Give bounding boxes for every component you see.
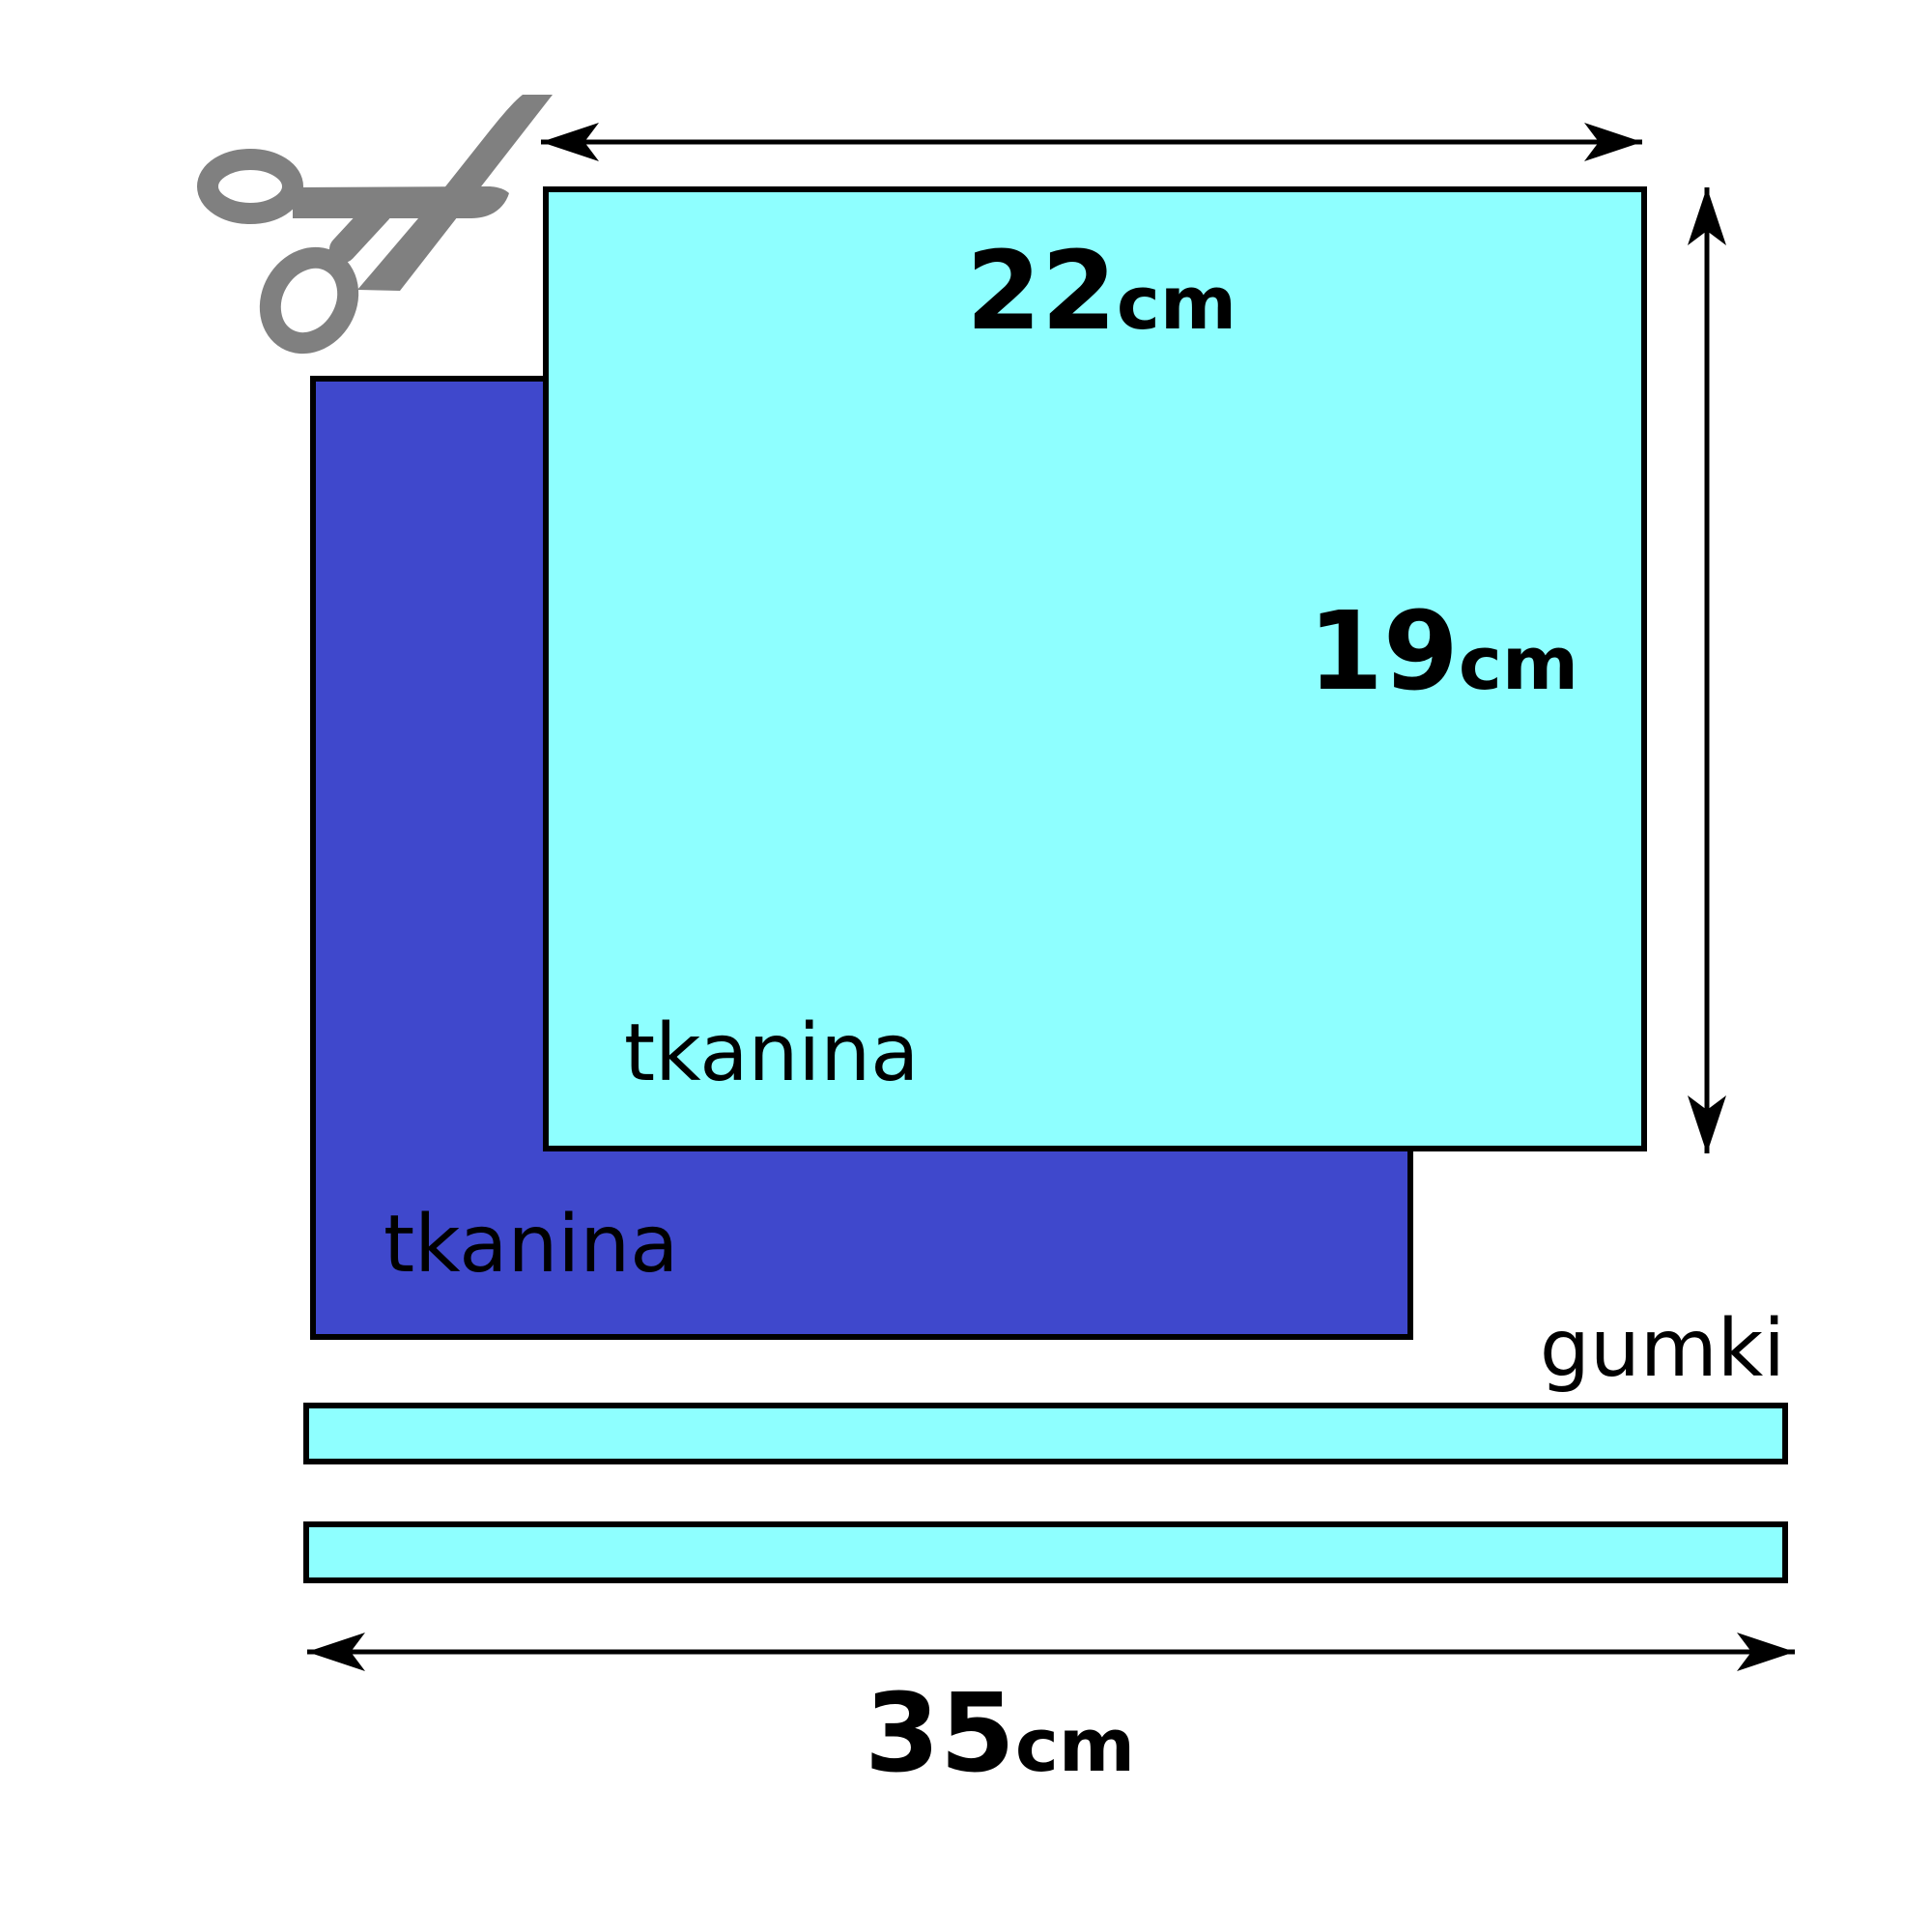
elastic-strip-1 [303,1403,1788,1464]
scissors-handle-left [197,149,303,224]
elastic-label: gumki [1540,1303,1785,1395]
fabric-back-label: tkanina [384,1199,678,1291]
height-label: 19cm [1308,589,1578,715]
width-value: 22 [966,229,1117,355]
scissors-handle-right-connector [329,197,392,263]
scissors-blade-lower [293,186,509,218]
elastic-length-unit: cm [1015,1702,1135,1788]
scissors-handle-right [259,246,359,355]
height-unit: cm [1459,620,1578,706]
fabric-front-label: tkanina [624,1008,919,1099]
elastic-length-value: 35 [865,1671,1015,1797]
height-value: 19 [1308,589,1459,715]
fabric-front-piece [543,186,1647,1151]
scissors-icon [197,95,553,355]
width-label: 22cm [966,229,1236,355]
elastic-strip-2 [303,1521,1788,1583]
elastic-length-label: 35cm [865,1671,1135,1797]
width-unit: cm [1117,260,1236,346]
